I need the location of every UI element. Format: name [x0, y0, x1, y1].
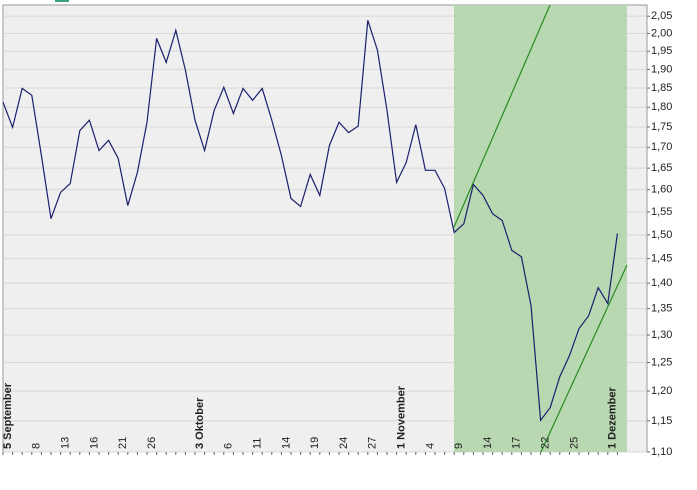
y-tick-label: 1,30 [651, 329, 672, 341]
x-tick-label: 19 [309, 437, 321, 449]
y-tick-label: 2,00 [651, 27, 672, 39]
y-tick-label: 1,85 [651, 82, 672, 94]
price-line [2, 20, 618, 422]
x-tick-label: 8 [31, 443, 43, 449]
y-tick-label: 1,65 [651, 162, 672, 174]
trend-channel [453, 4, 628, 453]
y-tick-label: 1,95 [651, 45, 672, 57]
y-tick-label: 1,80 [651, 101, 672, 113]
y-tick-label: 1,75 [651, 121, 672, 133]
y-tick-label: 1,55 [651, 206, 672, 218]
x-tick-label: 26 [146, 437, 158, 449]
x-tick-label: 22 [540, 437, 552, 449]
y-tick-label: 1,35 [651, 303, 672, 315]
y-tick-label: 1,50 [651, 229, 672, 241]
x-tick-label: 1 Dezember [607, 387, 619, 449]
y-tick-label: 1,40 [651, 277, 672, 289]
x-tick-label: 6 [223, 443, 235, 449]
x-tick-label: 24 [338, 437, 350, 449]
y-tick-label: 1,60 [651, 184, 672, 196]
x-tick-label: 5 September [2, 382, 14, 449]
legend-marker [55, 0, 69, 2]
x-tick-label: 14 [280, 437, 292, 449]
upper-trendline [453, 4, 551, 228]
x-tick-label: 9 [453, 443, 465, 449]
x-tick-label: 11 [252, 438, 264, 449]
lower-trendline [540, 264, 628, 453]
y-tick-label: 2,05 [651, 10, 672, 22]
x-tick-label: 14 [482, 437, 494, 449]
y-tick-label: 1,25 [651, 356, 672, 368]
x-tick-label: 21 [117, 437, 129, 449]
channel-area [454, 5, 627, 452]
x-tick-label: 1 November [396, 385, 408, 449]
y-tick-label: 1,70 [651, 141, 672, 153]
y-tick-label: 1,45 [651, 253, 672, 265]
y-tick-label: 1,10 [651, 446, 672, 458]
x-tick-label: 4 [424, 443, 436, 449]
x-tick-label: 27 [367, 437, 379, 449]
y-tick-label: 1,15 [651, 415, 672, 427]
y-tick-label: 1,20 [651, 385, 672, 397]
x-tick-label: 25 [568, 437, 580, 449]
x-tick-label: 3 Oktober [194, 397, 206, 449]
x-tick-label: 17 [511, 437, 523, 449]
x-tick-label: 13 [60, 437, 72, 449]
y-tick-label: 1,90 [651, 63, 672, 75]
x-tick-label: 16 [88, 437, 100, 449]
